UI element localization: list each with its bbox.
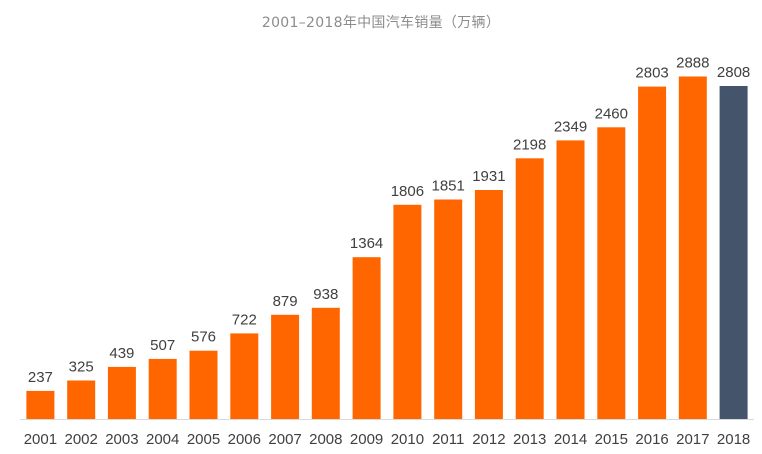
x-tick-label-2004: 2004	[146, 431, 179, 448]
x-tick-label-2001: 2001	[24, 431, 57, 448]
value-label-2012: 1931	[472, 168, 505, 185]
value-label-2006: 722	[232, 311, 257, 328]
x-tick-label-2007: 2007	[268, 431, 301, 448]
bar-2004	[148, 358, 177, 419]
value-label-2015: 2460	[595, 105, 628, 122]
x-tick-label-2009: 2009	[350, 431, 383, 448]
chart-title: 2001–2018年中国汽车销量（万辆）	[261, 15, 501, 31]
x-tick-label-2017: 2017	[676, 431, 709, 448]
value-label-2001: 237	[28, 369, 53, 386]
value-label-2005: 576	[191, 329, 216, 346]
x-tick-label-2002: 2002	[65, 431, 98, 448]
bar-2001	[26, 390, 55, 419]
bar-2012	[474, 190, 503, 419]
bar-2017	[678, 76, 707, 419]
bar-2016	[638, 86, 667, 419]
bar-2013	[515, 158, 544, 420]
value-label-2004: 507	[150, 337, 175, 354]
value-label-2009: 1364	[350, 235, 383, 252]
x-tick-labels-group: 2001 2002 2003 2004 2005 2006 2007 2008 2009 2010…	[24, 431, 751, 448]
value-label-2003: 439	[109, 345, 134, 362]
value-label-2018: 2808	[717, 64, 750, 81]
x-tick-label-2011: 2011	[432, 431, 464, 448]
bars-group	[26, 76, 748, 420]
value-label-2007: 879	[273, 293, 298, 310]
bar-2015	[597, 127, 626, 420]
value-labels-group: 237 325 439 507 576 722 879 938 1364 1806 1851 1931…	[28, 55, 750, 386]
value-label-2002: 325	[69, 359, 94, 376]
value-label-2008: 938	[313, 286, 338, 303]
bar-2010	[393, 204, 422, 419]
x-tick-label-2018: 2018	[717, 431, 750, 448]
bar-2003	[107, 366, 136, 419]
bar-2014	[556, 140, 585, 419]
bar-2005	[189, 350, 218, 419]
bar-2002	[67, 380, 96, 419]
x-tick-label-2012: 2012	[472, 431, 505, 448]
bar-2011	[434, 199, 463, 419]
bar-2009	[352, 257, 381, 419]
bar-2008	[311, 307, 340, 419]
x-tick-label-2006: 2006	[228, 431, 261, 448]
bar-2018	[719, 86, 748, 419]
value-label-2017: 2888	[676, 55, 709, 72]
x-tick-label-2010: 2010	[391, 431, 424, 448]
x-tick-label-2008: 2008	[309, 431, 342, 448]
x-tick-label-2014: 2014	[554, 431, 587, 448]
value-label-2010: 1806	[391, 183, 424, 200]
value-label-2016: 2803	[635, 65, 668, 82]
x-tick-label-2003: 2003	[105, 431, 138, 448]
bar-2006	[230, 333, 259, 419]
value-label-2013: 2198	[513, 136, 546, 153]
x-tick-label-2013: 2013	[513, 431, 546, 448]
x-tick-label-2016: 2016	[635, 431, 668, 448]
bar-2007	[271, 314, 300, 419]
value-label-2014: 2349	[554, 118, 587, 135]
x-tick-label-2015: 2015	[595, 431, 628, 448]
x-tick-label-2005: 2005	[187, 431, 220, 448]
value-label-2011: 1851	[432, 178, 465, 195]
